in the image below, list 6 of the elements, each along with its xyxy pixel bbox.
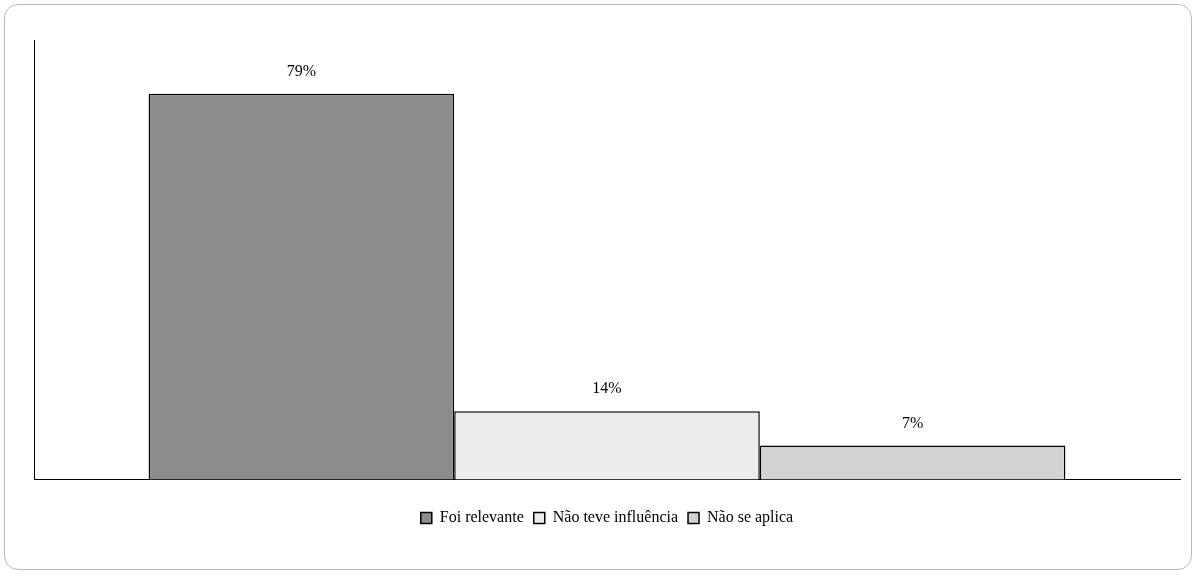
- legend-label: Foi relevante: [439, 508, 524, 526]
- legend-label: Não teve influência: [552, 508, 679, 526]
- data-label: 14%: [592, 379, 622, 397]
- data-label: 79%: [286, 61, 317, 79]
- data-label: 7%: [901, 413, 924, 431]
- legend-label: Não se aplica: [707, 508, 794, 527]
